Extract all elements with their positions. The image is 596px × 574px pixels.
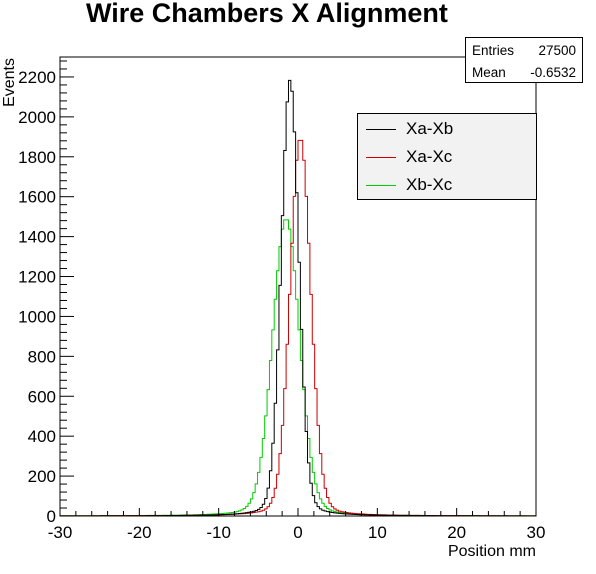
stats-mean-row: Mean -0.6532 bbox=[472, 62, 576, 82]
x-axis-label: Position mm bbox=[448, 543, 536, 560]
stats-entries-label: Entries bbox=[472, 42, 515, 58]
stats-entries-value: 27500 bbox=[538, 42, 576, 58]
x-tick-label: -20 bbox=[127, 523, 152, 542]
y-tick-label: 1600 bbox=[18, 188, 56, 207]
x-tick-label: 10 bbox=[368, 523, 387, 542]
stats-mean-value: -0.6532 bbox=[530, 64, 576, 80]
y-tick-label: 1200 bbox=[18, 268, 56, 287]
x-tick-label: 30 bbox=[527, 523, 546, 542]
legend-swatch-xb-xc bbox=[366, 185, 396, 186]
x-tick-label: 20 bbox=[447, 523, 466, 542]
y-tick-label: 2200 bbox=[18, 68, 56, 87]
stats-box: Entries 27500 Mean -0.6532 bbox=[465, 37, 583, 83]
legend-label-xb-xc: Xb-Xc bbox=[406, 175, 453, 194]
y-tick-label: 600 bbox=[28, 387, 56, 406]
legend-swatch-xa-xb bbox=[366, 129, 396, 130]
x-tick-label: 0 bbox=[293, 523, 302, 542]
y-tick-label: 1400 bbox=[18, 228, 56, 247]
series-xb-xc-line bbox=[60, 219, 536, 517]
legend-item-xb-xc: Xb-Xc bbox=[364, 172, 532, 198]
stats-entries-row: Entries 27500 bbox=[472, 40, 576, 60]
stats-mean-label: Mean bbox=[472, 64, 506, 80]
x-tick-label: -10 bbox=[206, 523, 231, 542]
y-tick-label: 1800 bbox=[18, 148, 56, 167]
y-tick-label: 800 bbox=[28, 347, 56, 366]
x-tick-label: -30 bbox=[48, 523, 73, 542]
y-tick-label: 2000 bbox=[18, 108, 56, 127]
legend-label-xa-xc: Xa-Xc bbox=[406, 147, 453, 166]
chart-title: Wire Chambers X Alignment bbox=[86, 0, 448, 28]
y-tick-label: 0 bbox=[47, 507, 56, 526]
y-tick-label: 200 bbox=[28, 467, 56, 486]
legend: Xa-Xb Xa-Xc Xb-Xc bbox=[357, 113, 537, 200]
legend-item-xa-xc: Xa-Xc bbox=[364, 144, 532, 170]
legend-label-xa-xb: Xa-Xb bbox=[406, 119, 454, 138]
y-tick-label: 1000 bbox=[18, 307, 56, 326]
y-axis-label: Events bbox=[1, 58, 18, 107]
chart-title-area: Wire Chambers X Alignment bbox=[0, 0, 596, 30]
series-xa-xb-line bbox=[60, 79, 536, 517]
y-tick-label: 400 bbox=[28, 427, 56, 446]
legend-item-xa-xb: Xa-Xb bbox=[364, 116, 532, 142]
legend-swatch-xa-xc bbox=[366, 157, 396, 158]
